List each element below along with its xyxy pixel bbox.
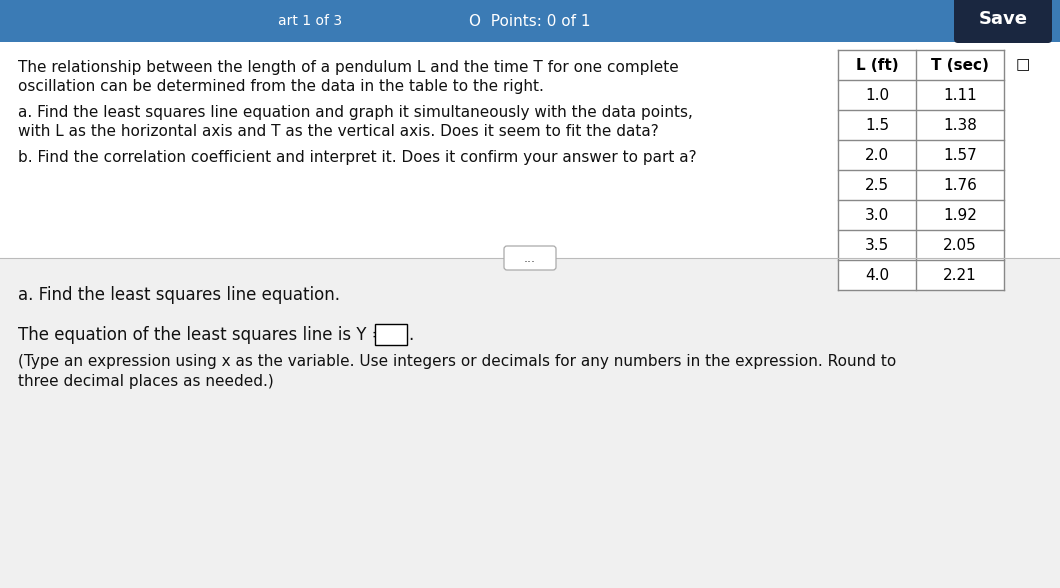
Text: 1.76: 1.76 <box>943 178 977 192</box>
Text: 2.05: 2.05 <box>943 238 977 252</box>
Text: 3.0: 3.0 <box>865 208 889 222</box>
Text: 1.38: 1.38 <box>943 118 977 132</box>
FancyBboxPatch shape <box>954 0 1052 43</box>
Text: L (ft): L (ft) <box>855 58 898 72</box>
Bar <box>0 0 1060 42</box>
Text: .: . <box>408 326 413 344</box>
Text: □: □ <box>1015 58 1030 72</box>
Text: ...: ... <box>524 252 536 265</box>
Text: b. Find the correlation coefficient and interpret it. Does it confirm your answe: b. Find the correlation coefficient and … <box>18 150 696 165</box>
Text: art 1 of 3: art 1 of 3 <box>278 14 342 28</box>
Bar <box>0 258 1060 588</box>
Text: T (sec): T (sec) <box>931 58 989 72</box>
Text: 3.5: 3.5 <box>865 238 889 252</box>
Text: 1.57: 1.57 <box>943 148 977 162</box>
Text: 2.21: 2.21 <box>943 268 977 282</box>
Text: 1.11: 1.11 <box>943 88 977 102</box>
Text: 2.5: 2.5 <box>865 178 889 192</box>
Text: The equation of the least squares line is Y =: The equation of the least squares line i… <box>18 326 386 344</box>
Text: O  Points: 0 of 1: O Points: 0 of 1 <box>470 14 590 28</box>
Text: 1.92: 1.92 <box>943 208 977 222</box>
Text: a. Find the least squares line equation and graph it simultaneously with the dat: a. Find the least squares line equation … <box>18 105 693 120</box>
Text: 4.0: 4.0 <box>865 268 889 282</box>
Text: Save: Save <box>978 11 1027 28</box>
Text: with L as the horizontal axis and T as the vertical axis. Does it seem to fit th: with L as the horizontal axis and T as t… <box>18 124 658 139</box>
Text: (Type an expression using x as the variable. Use integers or decimals for any nu: (Type an expression using x as the varia… <box>18 354 897 369</box>
Text: 1.5: 1.5 <box>865 118 889 132</box>
Text: 1.0: 1.0 <box>865 88 889 102</box>
Bar <box>0 42 1060 258</box>
FancyBboxPatch shape <box>504 246 556 270</box>
FancyBboxPatch shape <box>375 324 407 345</box>
Text: oscillation can be determined from the data in the table to the right.: oscillation can be determined from the d… <box>18 79 544 94</box>
Bar <box>838 50 1004 290</box>
Text: a. Find the least squares line equation.: a. Find the least squares line equation. <box>18 286 340 304</box>
Text: 2.0: 2.0 <box>865 148 889 162</box>
Text: three decimal places as needed.): three decimal places as needed.) <box>18 374 273 389</box>
Text: The relationship between the length of a pendulum L and the time T for one compl: The relationship between the length of a… <box>18 60 678 75</box>
